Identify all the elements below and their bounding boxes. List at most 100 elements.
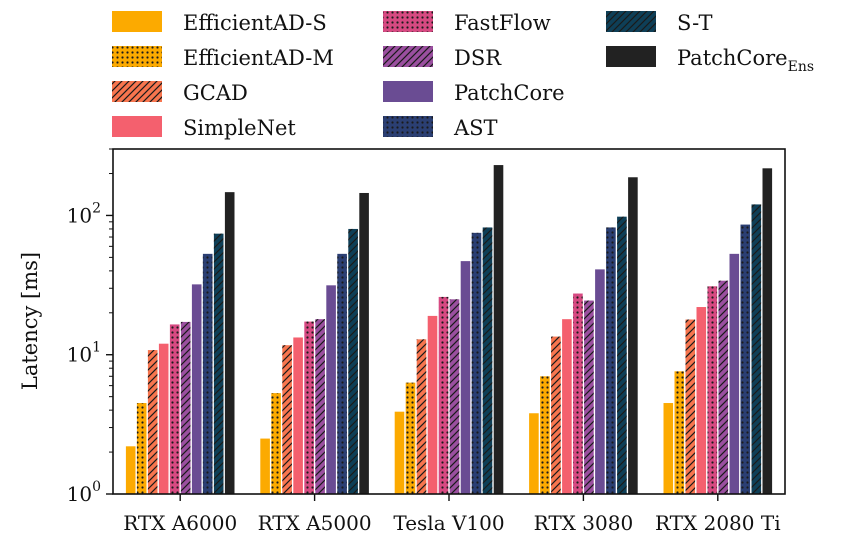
bar-patchcore-ens-rtx-3080 bbox=[628, 177, 638, 494]
bar-simplenet-tesla-v100 bbox=[427, 315, 438, 494]
bar-pattern-efficientad-m-tesla-v100 bbox=[405, 382, 416, 494]
x-tick-label-rtx-a5000: RTX A5000 bbox=[258, 511, 372, 535]
bar-simplenet-rtx-2080-ti bbox=[696, 307, 707, 494]
bar-patchcore-rtx-a6000 bbox=[191, 284, 202, 494]
y-tick-base: 10 bbox=[67, 343, 92, 367]
bar-pattern-efficientad-m-rtx-a6000 bbox=[136, 403, 147, 494]
bars-layer bbox=[125, 165, 773, 495]
legend-label-s-t: S-T bbox=[677, 11, 713, 35]
legend: EfficientAD-S EfficientAD-M GCAD SimpleNet F… bbox=[112, 11, 814, 140]
y-tick-base: 10 bbox=[67, 203, 92, 227]
bar-pattern-s-t-rtx-a5000 bbox=[348, 228, 358, 495]
bar-efficientad-s-rtx-3080 bbox=[529, 413, 539, 494]
bar-pattern-ast-rtx-3080 bbox=[606, 227, 616, 494]
bar-pattern-ast-rtx-a5000 bbox=[337, 253, 347, 494]
bar-pattern-efficientad-m-rtx-2080-ti bbox=[674, 371, 685, 494]
legend-swatch-pattern-efficientad-m bbox=[112, 46, 162, 67]
legend-label-subscript: Ens bbox=[788, 59, 814, 75]
y-tick-exponent: 0 bbox=[92, 479, 101, 495]
bar-pattern-fastflow-rtx-2080-ti bbox=[707, 286, 718, 494]
x-axis: RTX A6000 RTX A5000 Tesla V100 RTX 3080 RTX … bbox=[123, 494, 781, 535]
bar-pattern-gcad-rtx-3080 bbox=[551, 336, 561, 494]
legend-label-gcad: GCAD bbox=[183, 81, 248, 105]
bar-pattern-gcad-rtx-a5000 bbox=[282, 345, 292, 494]
x-tick-label-tesla-v100: Tesla V100 bbox=[393, 511, 504, 535]
legend-swatch-efficientad-s bbox=[112, 11, 162, 32]
legend-swatch-pattern-ast bbox=[383, 116, 433, 137]
bar-patchcore-ens-rtx-a5000 bbox=[359, 192, 369, 495]
legend-swatch-simplenet bbox=[112, 116, 162, 137]
legend-label-main: FastFlow bbox=[454, 11, 551, 35]
bar-pattern-ast-rtx-2080-ti bbox=[740, 224, 751, 495]
plot-frame bbox=[112, 148, 786, 495]
bar-efficientad-s-rtx-a5000 bbox=[260, 438, 270, 494]
legend-swatch-pattern-dsr bbox=[383, 46, 433, 67]
bar-pattern-fastflow-rtx-3080 bbox=[573, 293, 583, 494]
bar-efficientad-s-rtx-a6000 bbox=[125, 446, 136, 494]
bar-patchcore-ens-tesla-v100 bbox=[493, 165, 504, 495]
legend-label-efficientad-m: EfficientAD-M bbox=[183, 46, 334, 70]
bar-simplenet-rtx-3080 bbox=[562, 319, 572, 494]
legend-swatch-pattern-fastflow bbox=[383, 11, 433, 32]
legend-label-main: EfficientAD-M bbox=[183, 46, 334, 70]
legend-swatch-patchcore bbox=[383, 81, 433, 102]
y-tick-label: 102 bbox=[67, 200, 101, 227]
bar-pattern-s-t-rtx-a6000 bbox=[213, 233, 224, 494]
bar-pattern-ast-tesla-v100 bbox=[471, 232, 482, 494]
bar-pattern-ast-rtx-a6000 bbox=[202, 253, 213, 494]
legend-label-main: S-T bbox=[677, 11, 713, 35]
bar-pattern-dsr-rtx-3080 bbox=[584, 300, 594, 494]
legend-label-fastflow: FastFlow bbox=[454, 11, 551, 35]
legend-label-main: PatchCore bbox=[454, 81, 565, 105]
bar-pattern-s-t-rtx-3080 bbox=[617, 216, 627, 494]
legend-label-patchcore: PatchCore bbox=[454, 81, 565, 105]
legend-label-main: PatchCore bbox=[677, 46, 788, 70]
x-tick-label-rtx-3080: RTX 3080 bbox=[534, 511, 634, 535]
y-tick-label: 101 bbox=[67, 340, 101, 367]
legend-label-main: EfficientAD-S bbox=[183, 11, 327, 35]
bar-pattern-s-t-tesla-v100 bbox=[482, 227, 493, 494]
bar-patchcore-tesla-v100 bbox=[460, 261, 471, 494]
legend-label-ast: AST bbox=[453, 116, 498, 140]
bar-patchcore-ens-rtx-2080-ti bbox=[762, 168, 773, 494]
y-tick-exponent: 1 bbox=[92, 340, 101, 356]
bar-efficientad-s-tesla-v100 bbox=[394, 411, 405, 494]
bar-pattern-gcad-rtx-2080-ti bbox=[685, 319, 696, 494]
bar-pattern-dsr-tesla-v100 bbox=[449, 299, 460, 494]
bar-pattern-efficientad-m-rtx-3080 bbox=[540, 376, 550, 494]
legend-label-main: SimpleNet bbox=[183, 116, 296, 140]
bar-pattern-dsr-rtx-2080-ti bbox=[718, 280, 729, 494]
bar-pattern-fastflow-rtx-a5000 bbox=[304, 321, 314, 494]
bar-patchcore-rtx-a5000 bbox=[326, 285, 336, 494]
bar-pattern-s-t-rtx-2080-ti bbox=[751, 204, 762, 495]
bar-pattern-dsr-rtx-a6000 bbox=[180, 321, 191, 494]
x-tick-label-rtx-a6000: RTX A6000 bbox=[123, 511, 237, 535]
bar-patchcore-ens-rtx-a6000 bbox=[224, 192, 235, 494]
bar-pattern-efficientad-m-rtx-a5000 bbox=[271, 393, 281, 494]
y-axis-label: Latency [ms] bbox=[18, 252, 42, 390]
bar-patchcore-rtx-3080 bbox=[595, 269, 605, 494]
legend-swatch-pattern-s-t bbox=[606, 11, 656, 32]
legend-label-simplenet: SimpleNet bbox=[183, 116, 296, 140]
y-tick-label: 100 bbox=[67, 479, 101, 506]
legend-label-main: GCAD bbox=[183, 81, 248, 105]
legend-label-patchcore-ens: PatchCoreEns bbox=[677, 46, 814, 75]
y-tick-exponent: 2 bbox=[92, 200, 101, 216]
legend-swatch-pattern-gcad bbox=[112, 81, 162, 102]
legend-label-main: DSR bbox=[454, 46, 502, 70]
legend-label-efficientad-s: EfficientAD-S bbox=[183, 11, 327, 35]
bar-pattern-dsr-rtx-a5000 bbox=[315, 319, 325, 494]
bar-pattern-fastflow-tesla-v100 bbox=[438, 296, 449, 494]
y-tick-base: 10 bbox=[67, 482, 92, 506]
x-tick-label-rtx-2080-ti: RTX 2080 Ti bbox=[655, 511, 781, 535]
bar-simplenet-rtx-a5000 bbox=[293, 337, 303, 494]
bar-pattern-gcad-tesla-v100 bbox=[416, 339, 427, 494]
legend-swatch-patchcore-ens bbox=[606, 46, 656, 67]
legend-label-main: AST bbox=[453, 116, 498, 140]
bar-pattern-fastflow-rtx-a6000 bbox=[169, 324, 180, 494]
bar-simplenet-rtx-a6000 bbox=[158, 343, 169, 494]
bar-pattern-gcad-rtx-a6000 bbox=[147, 350, 158, 494]
legend-label-dsr: DSR bbox=[454, 46, 502, 70]
